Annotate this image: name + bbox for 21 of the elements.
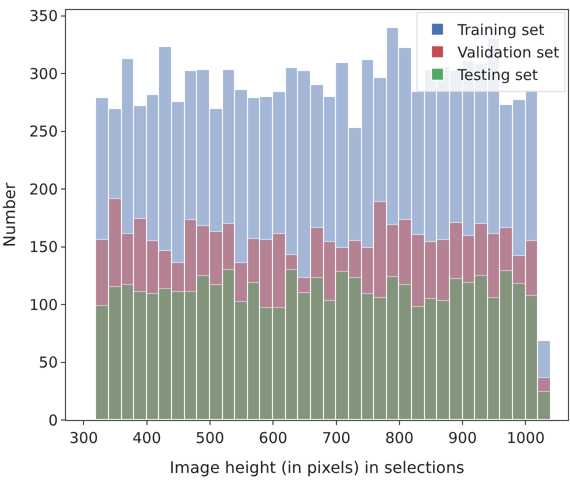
legend-label: Training set — [456, 21, 544, 40]
legend-label: Testing set — [456, 66, 538, 84]
x-tick-label: 600 — [258, 429, 288, 448]
y-tick-label: 250 — [29, 122, 58, 141]
x-tick-label: 900 — [448, 429, 477, 448]
x-tick-label: 500 — [196, 429, 224, 448]
y-tick-label: 300 — [29, 64, 58, 83]
x-tick-label: 800 — [385, 429, 414, 448]
y-tick-label: 50 — [38, 354, 58, 372]
x-tick-label: 1000 — [506, 429, 545, 448]
y-tick-label: 100 — [29, 296, 58, 314]
y-tick-label: 350 — [29, 7, 58, 26]
legend-label: Validation set — [457, 44, 560, 62]
y-tick-label: 150 — [29, 238, 58, 256]
y-tick-label: 200 — [29, 180, 58, 198]
x-tick-label: 400 — [132, 429, 162, 448]
x-axis-title: Image height (in pixels) in selections — [170, 458, 464, 477]
y-axis-title: Number — [0, 182, 19, 248]
x-tick-label: 700 — [322, 429, 351, 448]
x-tick-label: 300 — [69, 429, 98, 448]
y-tick-label: 0 — [48, 411, 58, 430]
